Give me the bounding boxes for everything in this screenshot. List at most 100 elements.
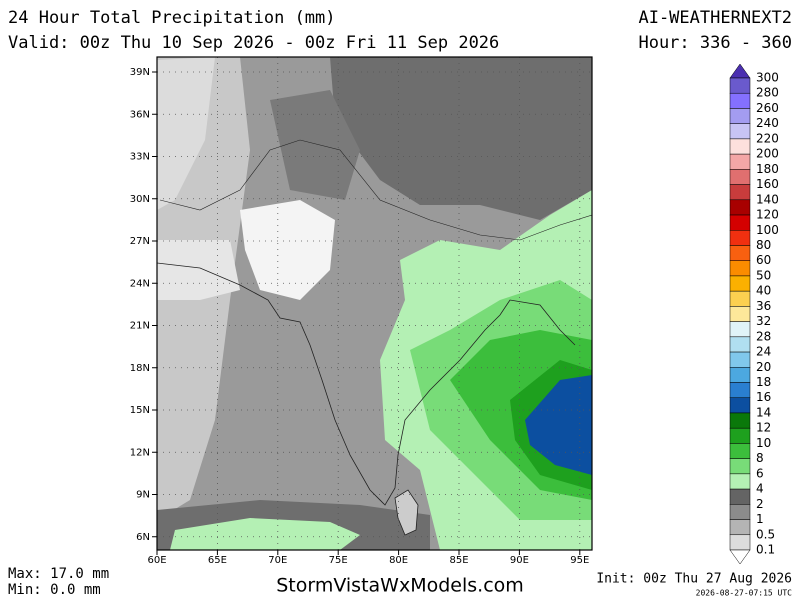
legend-label: 12 xyxy=(756,421,771,435)
lon-label: 75E xyxy=(329,555,348,566)
timestamp: 2026-08-27-07:15 UTC xyxy=(696,589,793,598)
legend-swatch xyxy=(729,184,751,201)
max-value: Max: 17.0 mm xyxy=(8,566,109,582)
sri-lanka xyxy=(394,489,419,536)
legend-arrow xyxy=(729,549,751,565)
legend-swatch xyxy=(729,519,751,536)
legend-swatch xyxy=(729,321,751,338)
legend-swatch xyxy=(729,382,751,398)
legend-swatch xyxy=(729,123,751,140)
legend-label: 1 xyxy=(756,512,764,526)
site-name: StormVistaWxModels.com xyxy=(276,575,524,597)
legend-swatch xyxy=(729,153,751,170)
legend-swatch xyxy=(729,306,751,322)
field-lighter xyxy=(157,57,215,210)
legend-swatch xyxy=(729,427,751,444)
legend-label: 0.1 xyxy=(756,543,775,557)
lat-label: 24N xyxy=(130,278,150,289)
valid-time: Valid: 00z Thu 10 Sep 2026 - 00z Fri 11 … xyxy=(8,33,499,53)
legend-swatch xyxy=(729,77,751,94)
legend-label: 280 xyxy=(756,86,779,100)
legend-label: 300 xyxy=(756,71,779,85)
legend-swatch xyxy=(729,367,751,383)
legend-label: 80 xyxy=(756,238,771,252)
legend-label: 6 xyxy=(756,466,764,480)
lat-label: 18N xyxy=(130,363,150,374)
lat-label: 6N xyxy=(136,532,150,543)
field-dark xyxy=(270,90,360,200)
legend-swatch xyxy=(729,230,751,246)
legend-label: 14 xyxy=(756,405,771,419)
legend-label: 120 xyxy=(756,208,779,222)
field-white xyxy=(157,240,240,300)
border xyxy=(159,139,592,241)
legend-swatch xyxy=(729,214,751,231)
coastline xyxy=(157,262,576,506)
legend-swatch xyxy=(729,275,751,292)
legend-swatch xyxy=(729,169,751,185)
model-name: AI-WEATHERNEXT2 xyxy=(638,8,792,28)
init-time: Init: 00z Thu 27 Aug 2026 xyxy=(596,572,792,587)
legend-label: 260 xyxy=(756,101,779,115)
legend-swatch xyxy=(729,458,751,475)
legend-swatch xyxy=(729,473,751,490)
lat-label: 39N xyxy=(130,67,150,78)
legend-swatch xyxy=(729,488,751,505)
legend-label: 140 xyxy=(756,192,779,206)
lon-label: 90E xyxy=(510,555,529,566)
legend-label: 18 xyxy=(756,375,771,389)
legend-label: 200 xyxy=(756,147,779,161)
legend-label: 220 xyxy=(756,131,779,145)
legend-label: 180 xyxy=(756,162,779,176)
legend-label: 100 xyxy=(756,223,779,237)
legend-label: 160 xyxy=(756,177,779,191)
lat-label: 15N xyxy=(130,405,150,416)
legend-label: 24 xyxy=(756,345,771,359)
min-value: Min: 0.0 mm xyxy=(8,582,101,598)
legend-label: 10 xyxy=(756,436,771,450)
legend-label: 50 xyxy=(756,268,771,282)
lon-label: 70E xyxy=(268,555,287,566)
lat-label: 33N xyxy=(130,152,150,163)
title: 24 Hour Total Precipitation (mm) xyxy=(8,8,336,28)
map xyxy=(156,56,593,551)
legend-swatch xyxy=(729,138,751,155)
lon-label: 85E xyxy=(449,555,468,566)
map-frame xyxy=(156,56,593,551)
legend-label: 36 xyxy=(756,299,771,313)
legend-swatch xyxy=(729,412,751,429)
legend-swatch xyxy=(729,443,751,459)
legend-swatch xyxy=(729,108,751,124)
lat-label: 30N xyxy=(130,194,150,205)
lat-label: 27N xyxy=(130,236,150,247)
legend-swatch xyxy=(729,504,751,520)
legend-swatch xyxy=(729,199,751,216)
legend-label: 40 xyxy=(756,284,771,298)
legend-label: 20 xyxy=(756,360,771,374)
legend-swatch xyxy=(729,397,751,414)
legend-label: 16 xyxy=(756,390,771,404)
legend-swatch xyxy=(729,534,751,551)
field-dark xyxy=(330,57,592,220)
forecast-hour: Hour: 336 - 360 xyxy=(638,33,792,53)
lon-label: 80E xyxy=(389,555,408,566)
legend-label: 2 xyxy=(756,497,764,511)
legend-swatch xyxy=(729,245,751,261)
lon-label: 95E xyxy=(570,555,589,566)
legend-label: 32 xyxy=(756,314,771,328)
field-blue xyxy=(525,375,592,475)
legend-label: 4 xyxy=(756,482,764,496)
legend-arrow xyxy=(729,63,751,79)
lat-label: 9N xyxy=(136,490,150,501)
legend-label: 28 xyxy=(756,329,771,343)
legend-swatch xyxy=(729,336,751,353)
legend-swatch xyxy=(729,351,751,368)
legend-label: 60 xyxy=(756,253,771,267)
lon-label: 65E xyxy=(208,555,227,566)
lon-label: 60E xyxy=(147,555,166,566)
lat-label: 12N xyxy=(130,447,150,458)
field-white xyxy=(240,200,335,300)
legend-label: 8 xyxy=(756,451,764,465)
legend-swatch xyxy=(729,290,751,307)
